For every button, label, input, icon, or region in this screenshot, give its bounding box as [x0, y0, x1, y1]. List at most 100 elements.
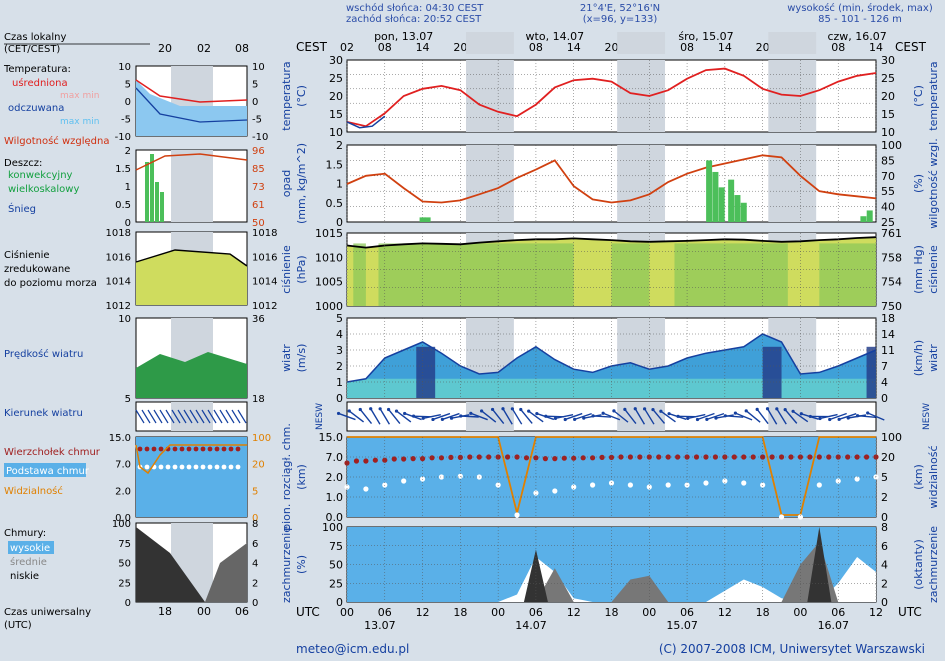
axis-left-tick: 0.0 [326, 511, 344, 524]
wind-arrow [359, 409, 373, 424]
cloud-top-dot [429, 455, 435, 461]
wind-arrow-head [818, 416, 822, 421]
legend-axis-left: 100 [112, 519, 131, 530]
legend-temp-feel: odczuwana [8, 103, 64, 114]
footer-email[interactable]: meteo@icm.edu.pl [296, 642, 409, 656]
axis-right-tick: 2 [881, 491, 888, 504]
axis-left-tick: 7.0 [326, 451, 344, 464]
temperature-line [346, 67, 877, 128]
cloud-top-dot [816, 454, 822, 460]
cest-hour-tick: 14 [869, 41, 883, 54]
cloud-top-dot [627, 454, 633, 460]
wind-arrow-head [459, 414, 463, 418]
wind-arrow [492, 408, 505, 425]
wind-arrow [574, 412, 592, 421]
legend-axis-left: 10 [118, 314, 131, 325]
wind-arrow-head [544, 414, 548, 418]
axis-right-tick: 2 [881, 577, 888, 590]
legend-panel-cb: 15.0 7.0 2.0 0.0 100 20 5 0 [109, 433, 271, 524]
legend-panel-rain: 2 1.5 1 0.5 0 96 85 73 61 50 [115, 146, 265, 229]
wind-arrow-head [714, 416, 718, 420]
legend-axis-left: 25 [118, 578, 131, 589]
wind-arrow [652, 409, 666, 424]
legend-cloud-top-dot [137, 446, 143, 452]
legend-wind-arrow [201, 409, 211, 424]
panel-wind: 5 4 3 2 1 0 18 14 11 7 4 0 [336, 312, 895, 405]
legend-cloud-base-dot [214, 464, 220, 470]
wind-arrow [725, 415, 744, 418]
utc-hour-tick: 00 [340, 606, 354, 619]
legend-axis-left: 1012 [106, 301, 131, 312]
cloud-top-dot [703, 454, 709, 460]
wind-arrow-head [369, 407, 373, 411]
wind-arrow-head [431, 417, 435, 422]
wind-arrow-head [591, 414, 595, 418]
grid-text: (x=96, y=133) [583, 14, 658, 25]
wind-arrow [819, 413, 838, 420]
humidity-line [346, 154, 877, 204]
date-label: 14.07 [515, 619, 547, 632]
wind-arrow [564, 412, 583, 421]
axis-right-tick: 100 [881, 431, 902, 444]
cest-hour-tick: 20 [756, 41, 770, 54]
legend-utc-sub: (UTC) [4, 620, 32, 631]
rain-bar [734, 195, 741, 222]
legend-temp-minmax: max min [60, 91, 99, 101]
legend-rain-bar [145, 162, 149, 222]
axis-left-tick: 1.0 [326, 491, 344, 504]
wind-arrow-head [775, 407, 779, 411]
wind-arrow [735, 412, 753, 421]
panel-temp: 30 25 20 15 10 30 25 20 15 10 [329, 54, 895, 139]
pressure-band [378, 243, 574, 306]
legend-local-hour: 02 [197, 42, 211, 55]
legend-local-hour: 08 [235, 42, 249, 55]
wind-arrow [481, 410, 497, 423]
axis-right-tick: 6 [881, 540, 888, 553]
legend-axis-left: 7.0 [115, 460, 131, 471]
legend-wind-arrow [237, 409, 247, 424]
legend-wind-arrow [219, 409, 229, 424]
wind-arrow-head [336, 411, 341, 416]
utc-hour-tick: 06 [378, 606, 392, 619]
legend-cloud-top-dot [207, 446, 213, 452]
wind-arrow [857, 415, 876, 418]
legend-wind-area [136, 352, 247, 398]
utc-hour-tick: 12 [416, 606, 430, 619]
sunrise-text: wschód słońca: 04:30 CEST [346, 2, 484, 14]
axis-right-tick: 70 [881, 170, 895, 183]
dir-compass-left: NESW [315, 403, 325, 430]
cloud-top-dot [448, 454, 454, 460]
cloud-spike [807, 527, 832, 602]
legend-pressure-2: zredukowane [4, 264, 70, 275]
legend-axis-right: 1012 [252, 301, 277, 312]
legend-wind-arrow [147, 409, 157, 424]
wind-arrow [432, 412, 451, 421]
legend-axis-left: 5 [125, 80, 131, 91]
axis-right-tick: 18 [881, 312, 895, 325]
wind-arrow [370, 408, 381, 425]
wind-arrow [423, 414, 441, 419]
legend-wind-arrow [189, 409, 199, 424]
wind-arrow-head [449, 416, 454, 420]
dir-compass-right: NESW [922, 403, 932, 430]
legend-clouds: Chmury: [4, 528, 46, 539]
cloud-base-dot [571, 484, 577, 490]
legend-axis-left: -10 [115, 132, 131, 143]
legend-axis-left: 5 [125, 394, 131, 405]
cloud-base-dot [665, 482, 671, 488]
wind-arrow [502, 408, 513, 425]
cloud-top-dot [382, 457, 388, 463]
cl-ylabel: zachmurzenie [280, 526, 293, 603]
axis-right-tick: 14 [881, 328, 895, 341]
legend-cloud-base-dot [179, 464, 185, 470]
legend-cloud-top-dot [158, 446, 164, 452]
wind-arrow-head [480, 409, 484, 413]
wind-arrow-head [837, 417, 841, 421]
legend-cloud-base-dot [200, 464, 206, 470]
cb-unit: (km) [295, 464, 308, 490]
rain-bar [866, 210, 873, 222]
cloud-top-dot [363, 458, 369, 464]
legend-axis-right: 73 [252, 182, 265, 193]
legend-utc-time: Czas uniwersalny [4, 607, 91, 618]
cloud-top-dot [590, 455, 596, 461]
